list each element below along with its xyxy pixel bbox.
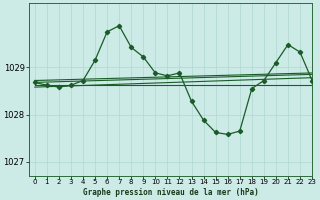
X-axis label: Graphe pression niveau de la mer (hPa): Graphe pression niveau de la mer (hPa): [83, 188, 258, 197]
